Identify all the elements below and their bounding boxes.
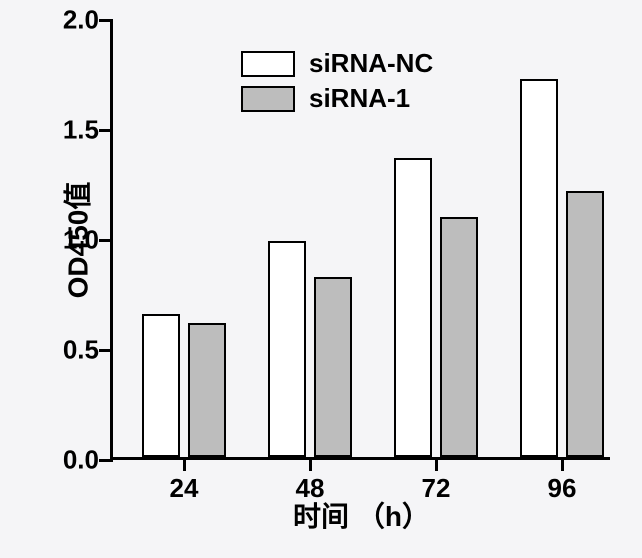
legend-item: siRNA-NC: [241, 48, 433, 79]
legend-label-series-0: siRNA-NC: [309, 48, 433, 79]
bar-siRNA-1-24: [188, 323, 226, 457]
bar-siRNA-1-96: [566, 191, 604, 457]
y-tick: [99, 239, 113, 242]
y-tick: [99, 349, 113, 352]
y-tick-label: 0.5: [45, 335, 99, 366]
y-tick-label: 1.0: [45, 225, 99, 256]
x-tick-label: 96: [548, 473, 577, 504]
chart-container: OD450值 siRNA-NC siRNA-1 时间 （h） 0.00.51.0…: [0, 0, 642, 558]
bar-siRNA-NC-24: [142, 314, 180, 457]
plot-area: siRNA-NC siRNA-1 时间 （h） 0.00.51.01.52.02…: [110, 20, 610, 460]
bar-siRNA-NC-72: [394, 158, 432, 457]
x-tick: [435, 457, 438, 471]
x-tick: [561, 457, 564, 471]
x-tick: [309, 457, 312, 471]
y-tick: [99, 129, 113, 132]
legend-item: siRNA-1: [241, 83, 433, 114]
y-tick-label: 2.0: [45, 5, 99, 36]
y-tick: [99, 19, 113, 22]
x-tick-label: 72: [422, 473, 451, 504]
bar-siRNA-NC-48: [268, 241, 306, 457]
y-tick-label: 1.5: [45, 115, 99, 146]
legend-swatch-series-1: [241, 86, 295, 112]
legend-label-series-1: siRNA-1: [309, 83, 410, 114]
bar-siRNA-1-72: [440, 217, 478, 457]
bar-siRNA-NC-96: [520, 79, 558, 457]
y-tick: [99, 459, 113, 462]
bar-siRNA-1-48: [314, 277, 352, 457]
x-tick-label: 48: [296, 473, 325, 504]
legend: siRNA-NC siRNA-1: [241, 48, 433, 118]
legend-swatch-series-0: [241, 51, 295, 77]
y-tick-label: 0.0: [45, 445, 99, 476]
x-tick: [183, 457, 186, 471]
x-tick-label: 24: [170, 473, 199, 504]
